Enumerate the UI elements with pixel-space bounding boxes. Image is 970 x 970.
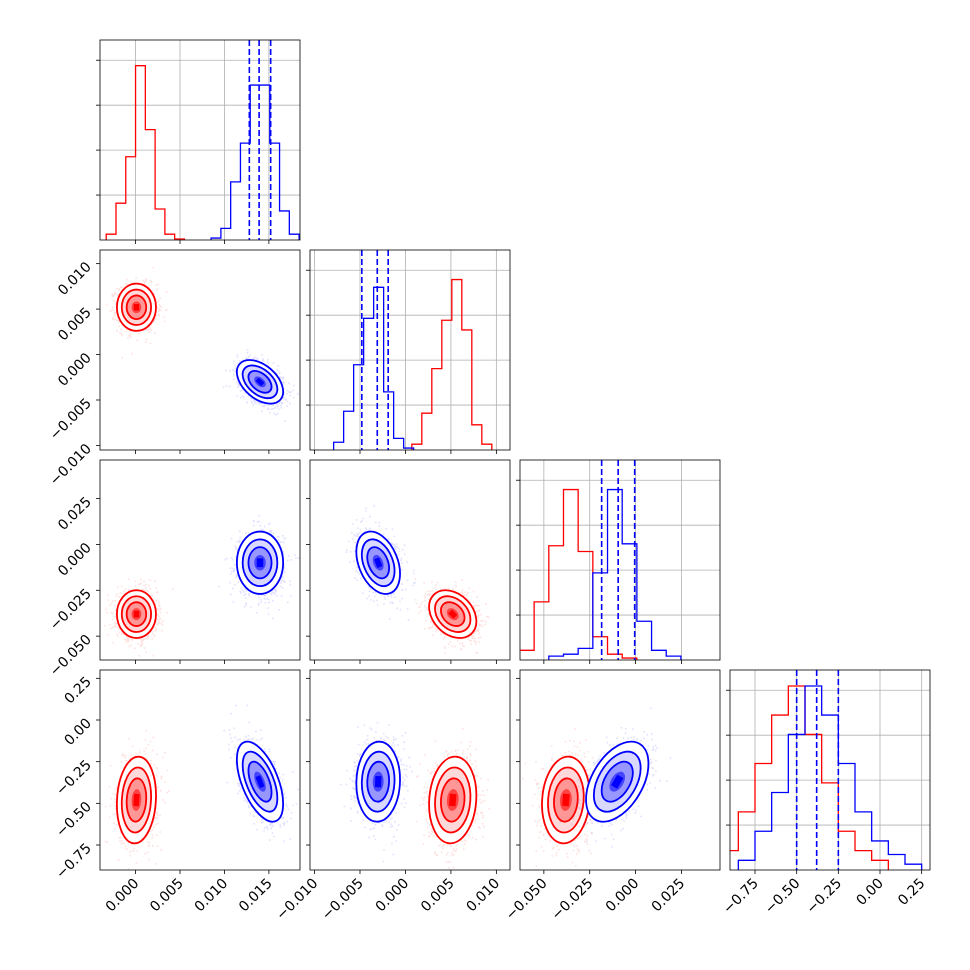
y-tick-label-1-3: 0.005	[55, 305, 95, 345]
panel-0-0	[96, 39, 301, 244]
panel-3-1: −0.010−0.005 0.000 0.005 0.010	[273, 669, 511, 924]
panel-frame	[729, 669, 931, 871]
grid	[100, 40, 300, 240]
blue-contours-2-1	[355, 530, 401, 595]
panel-frame	[519, 459, 721, 661]
x-tick-label-3-2: −0.25	[804, 876, 846, 918]
red-contours-3-1	[428, 755, 478, 845]
x-tick-label-1-1: −0.005	[319, 876, 367, 924]
y-tick-label-3-1: −0.50	[53, 799, 95, 841]
x-tick-label-3-3: 0.00	[853, 876, 886, 909]
blue-contours-1-0	[235, 359, 285, 405]
x-tick-label-1-2: 0.000	[373, 876, 413, 916]
red-contours-3-0	[115, 755, 157, 845]
y-tick-label-3-3: 0.00	[61, 716, 94, 749]
panel-1-0: −0.010−0.005 0.000 0.005 0.010	[47, 249, 301, 489]
blue-histogram-3	[737, 685, 923, 870]
panel-3-3: −0.75 −0.50 −0.25 0.00 0.25	[720, 669, 931, 918]
red-contours-1-0	[115, 282, 157, 332]
y-tick-label-3-0: −0.75	[53, 841, 95, 883]
blue-histogram-0	[210, 84, 300, 240]
blue-contours-3-1	[355, 740, 401, 823]
x-tick-label-0-2: 0.010	[192, 876, 232, 916]
red-histogram-1	[411, 278, 493, 450]
panel-frame	[309, 249, 511, 451]
x-tick-label-1-0: −0.010	[273, 876, 321, 924]
x-tick-label-3-0: −0.75	[720, 876, 762, 918]
panel-2-0: −0.050−0.025 0.000 0.025	[47, 459, 301, 680]
blue-histogram-1	[332, 286, 415, 450]
panel-frame	[99, 669, 301, 871]
blue-histogram-2	[548, 488, 682, 660]
x-tick-label-1-3: 0.005	[418, 876, 458, 916]
panel-3-0: −0.75−0.50−0.25 0.00 0.25 0.000 0.005 0.010 0.…	[53, 669, 301, 916]
grid	[730, 670, 930, 870]
grid	[520, 460, 720, 660]
panel-frame	[309, 669, 511, 871]
x-tick-label-2-0: −0.050	[503, 876, 551, 924]
grid	[310, 250, 510, 450]
y-tick-label-1-2: 0.000	[55, 350, 95, 390]
blue-contours-3-0	[235, 740, 285, 823]
x-tick-label-0-1: 0.005	[147, 876, 187, 916]
panel-frame	[99, 39, 301, 241]
x-tick-label-2-3: 0.025	[649, 876, 689, 916]
x-tick-label-2-2: 0.000	[603, 876, 643, 916]
red-histogram-2	[520, 488, 638, 660]
x-tick-label-3-4: 0.25	[895, 876, 928, 909]
panel-frame	[519, 669, 721, 871]
y-tick-label-2-3: 0.025	[55, 494, 95, 534]
x-tick-label-2-1: −0.025	[549, 876, 597, 924]
x-tick-label-3-1: −0.50	[762, 876, 804, 918]
red-contours-3-2	[541, 755, 591, 845]
red-contours-2-0	[115, 589, 157, 639]
panel-2-2	[516, 459, 721, 664]
blue-contours-2-0	[235, 530, 285, 595]
y-tick-label-1-0: −0.010	[47, 441, 95, 489]
y-tick-label-2-0: −0.050	[47, 632, 95, 680]
blue-contours-3-2	[585, 740, 650, 823]
y-tick-label-3-4: 0.25	[61, 674, 94, 707]
panel-3-2: −0.050−0.025 0.000 0.025	[503, 669, 721, 924]
panel-frame	[309, 459, 511, 661]
x-tick-label-1-4: 0.010	[464, 876, 504, 916]
panel-frame	[99, 459, 301, 661]
y-tick-label-1-1: −0.005	[47, 396, 95, 444]
panel-2-1	[306, 459, 511, 664]
red-histogram-0	[105, 65, 186, 240]
x-tick-label-0-3: 0.015	[236, 876, 276, 916]
y-tick-label-1-4: 0.010	[55, 259, 95, 299]
y-tick-label-2-2: 0.000	[55, 540, 95, 580]
y-tick-label-3-2: −0.25	[53, 757, 95, 799]
panel-frame	[99, 249, 301, 451]
x-tick-label-0-0: 0.000	[103, 876, 143, 916]
y-tick-label-2-1: −0.025	[47, 586, 95, 634]
panel-1-1	[306, 249, 511, 454]
red-contours-2-1	[428, 589, 478, 639]
